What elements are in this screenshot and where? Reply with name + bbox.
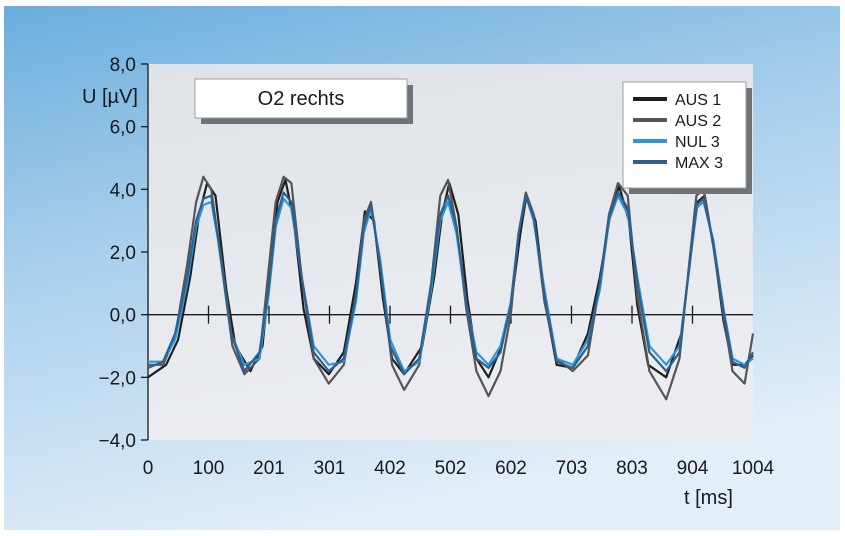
x-tick-label: 502 [435, 458, 467, 479]
y-tick-label: −4,0 [98, 431, 136, 452]
x-tick-label: 301 [314, 458, 346, 479]
legend-label: AUS 2 [675, 113, 721, 130]
x-tick-label: 201 [253, 458, 285, 479]
series-line-4 [147, 191, 754, 376]
legend: AUS 1 AUS 2 NUL 3 MAX 3 [622, 81, 752, 194]
axes: 8,0 6,0 4,0 2,0 0,0 −2,0 −4,0 0 100 201 301 402 502 6… [98, 55, 774, 479]
title-box-face [194, 78, 408, 119]
series-line-2 [148, 175, 755, 401]
x-tick-label: 100 [193, 458, 225, 479]
x-tick-label: 602 [495, 458, 527, 479]
legend-label: MAX 3 [675, 155, 723, 172]
y-tick-label: 4,0 [110, 180, 136, 201]
x-tick-label: 904 [677, 458, 709, 479]
x-tick-label: 0 [143, 458, 154, 479]
y-tick-label: 2,0 [110, 243, 136, 264]
chart-title: O2 rechts [258, 88, 345, 110]
x-tick-label: 703 [556, 458, 588, 479]
y-tick-label: 6,0 [110, 118, 136, 139]
x-tick-label: 803 [616, 458, 648, 479]
legend-label: AUS 1 [675, 92, 721, 109]
y-tick-label: 8,0 [110, 55, 136, 76]
y-tick-label: 0,0 [110, 306, 136, 327]
y-axis-label: U [µV] [82, 86, 138, 108]
legend-items: AUS 1 AUS 2 NUL 3 MAX 3 [633, 92, 723, 172]
x-tick-label: 402 [374, 458, 406, 479]
x-tick-label: 1004 [732, 458, 775, 479]
title-box: O2 rechts [194, 78, 413, 124]
series-lines [147, 175, 755, 401]
series-line-1 [147, 178, 754, 379]
x-axis-label: t [ms] [684, 487, 733, 509]
legend-label: NUL 3 [675, 134, 720, 151]
y-tick-label: −2,0 [98, 368, 136, 389]
